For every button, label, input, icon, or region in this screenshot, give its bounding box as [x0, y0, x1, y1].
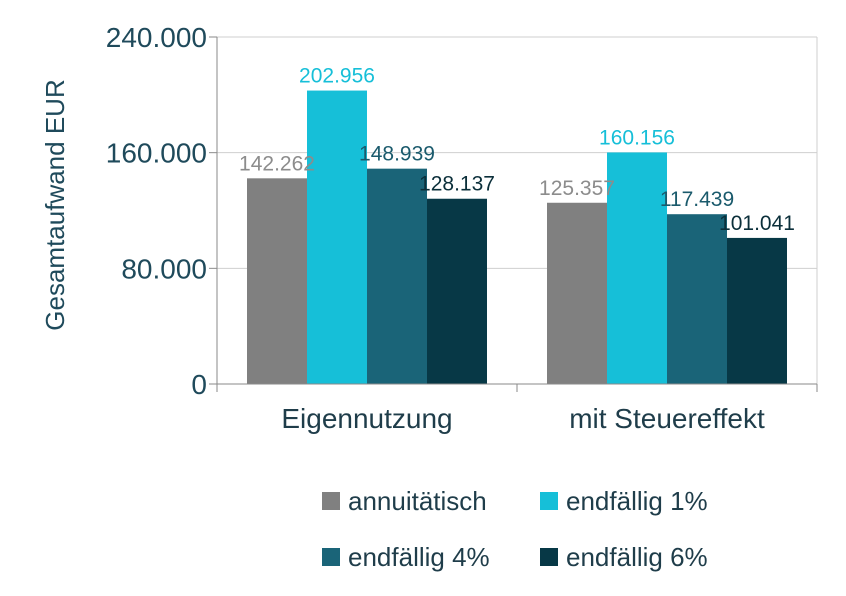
bar — [247, 178, 307, 384]
legend-swatch — [322, 492, 340, 510]
legend-item: endfällig 4% — [322, 542, 490, 572]
legend-item: endfällig 6% — [540, 542, 708, 572]
bar-value-label: 128.137 — [419, 173, 495, 196]
y-tick-label: 160.000 — [106, 138, 207, 169]
x-category-label: Eigennutzung — [281, 403, 452, 434]
bar — [427, 198, 487, 384]
bar-value-label: 148.939 — [359, 143, 435, 166]
bars — [247, 90, 787, 384]
legend-swatch — [540, 492, 558, 510]
legend-label: endfällig 4% — [348, 542, 490, 572]
bar-value-label: 101.041 — [719, 212, 795, 235]
bar — [367, 168, 427, 384]
bar — [547, 202, 607, 384]
bar — [667, 214, 727, 384]
axes: 0 80.000 160.000 240.000 Eigennutzung mit Ste… — [106, 22, 818, 434]
bar — [727, 237, 787, 384]
legend-swatch — [322, 548, 340, 566]
bar — [307, 90, 367, 384]
legend-label: annuitätisch — [348, 486, 487, 516]
data-labels: 142.262 202.956 148.939 128.137 125.357 160.1… — [239, 65, 795, 235]
bar-value-label: 142.262 — [239, 152, 315, 175]
bar-value-label: 160.156 — [599, 126, 675, 149]
y-tick-label: 240.000 — [106, 22, 207, 53]
bar-value-label: 202.956 — [299, 65, 375, 88]
y-tick-label: 0 — [191, 369, 207, 400]
bar-value-label: 117.439 — [660, 188, 734, 211]
legend-swatch — [540, 548, 558, 566]
legend-label: endfällig 6% — [566, 542, 708, 572]
y-axis-title: Gesamtaufwand EUR — [40, 79, 70, 330]
x-category-label: mit Steuereffekt — [569, 403, 765, 434]
legend-label: endfällig 1% — [566, 486, 708, 516]
y-tick-label: 80.000 — [121, 253, 207, 284]
bar — [607, 152, 667, 384]
legend-item: endfällig 1% — [540, 486, 708, 516]
legend-item: annuitätisch — [322, 486, 487, 516]
legend: annuitätisch endfällig 1% endfällig 4% endf… — [322, 486, 708, 572]
bar-value-label: 125.357 — [539, 177, 615, 200]
